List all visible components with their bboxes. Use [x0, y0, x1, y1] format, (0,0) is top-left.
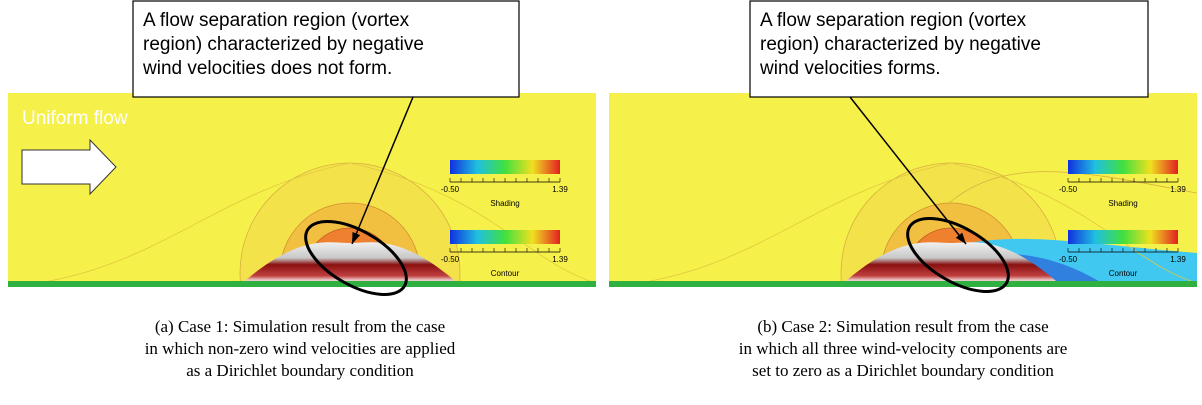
caption: in which non-zero wind velocities are ap…: [145, 339, 456, 358]
callout-pointer: [351, 96, 414, 245]
callout-text: A flow separation region (vortex: [760, 10, 1027, 31]
caption: (b) Case 2: Simulation result from the c…: [757, 317, 1048, 336]
caption: in which all three wind-velocity compone…: [739, 339, 1068, 358]
callout-text: A flow separation region (vortex: [143, 10, 410, 31]
contour: [609, 162, 1197, 287]
highlight-ellipse: [906, 217, 1010, 293]
ground: [8, 281, 596, 287]
caption: as a Dirichlet boundary condition: [186, 361, 414, 380]
callout-text: wind velocities forms.: [759, 58, 941, 79]
flow-arrow: [21, 138, 117, 196]
callout-text: wind velocities does not form.: [142, 58, 392, 79]
callout-arrowhead: [955, 232, 966, 244]
colorbar: [450, 160, 560, 174]
simulation-field: [8, 93, 596, 287]
caption: set to zero as a Dirichlet boundary cond…: [752, 361, 1054, 380]
contour: [8, 162, 596, 287]
colorbar-max: 1.39: [552, 255, 568, 264]
colorbar-min: -0.50: [1059, 185, 1078, 194]
colorbar-title: Shading: [1108, 199, 1137, 208]
highlight-ellipse: [304, 220, 408, 296]
colorbar: [450, 230, 560, 244]
colorbar-min: -0.50: [441, 255, 460, 264]
colorbar: [1068, 230, 1178, 244]
colorbar-min: -0.50: [441, 185, 460, 194]
colorbar-title: Contour: [491, 269, 520, 278]
colorbar: [1068, 160, 1178, 174]
colorbar-title: Shading: [490, 199, 519, 208]
callout-box: [749, 0, 1149, 98]
callout-text: region) characterized by negative: [143, 34, 424, 55]
colorbar-max: 1.39: [1170, 255, 1186, 264]
caption: (a) Case 1: Simulation result from the c…: [155, 317, 445, 336]
ground: [609, 281, 1197, 287]
callout-text: region) characterized by negative: [760, 34, 1041, 55]
colorbar-max: 1.39: [552, 185, 568, 194]
colorbar-max: 1.39: [1170, 185, 1186, 194]
colorbar-title: Contour: [1109, 269, 1138, 278]
callout-arrowhead: [352, 232, 361, 244]
colorbar-min: -0.50: [1059, 255, 1078, 264]
simulation-panel: [8, 93, 596, 287]
flow-label: Uniform flow: [22, 108, 128, 129]
callout-box: [132, 0, 520, 98]
contour: [948, 171, 1197, 204]
